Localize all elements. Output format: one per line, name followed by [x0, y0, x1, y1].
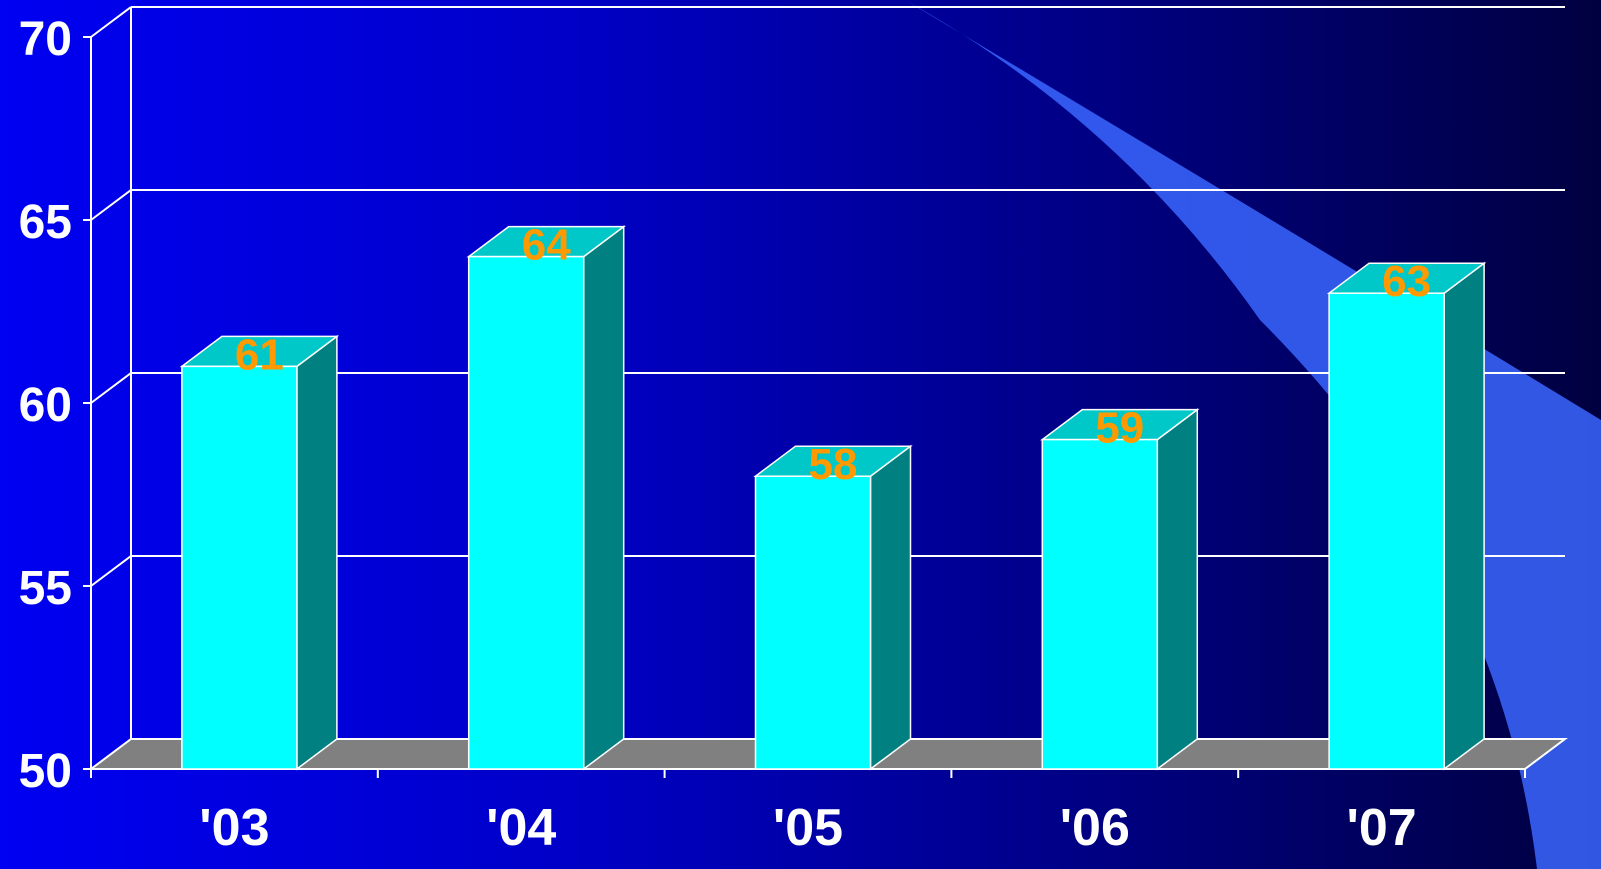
bar-side — [582, 225, 625, 771]
x-tick-label: '07 — [1346, 799, 1416, 857]
y-tick-label: 60 — [19, 379, 72, 432]
bar-side — [869, 444, 912, 771]
x-tick-label: '04 — [486, 799, 556, 857]
bar-front — [467, 255, 585, 770]
bar-04 — [466, 225, 626, 771]
x-tick-label: '05 — [773, 799, 843, 857]
side-wall-gridline — [90, 555, 132, 587]
x-axis-tick-labels: '03 '04 '05 '06 '07 — [199, 799, 1416, 857]
bar-side — [1443, 261, 1485, 771]
bar-side — [1156, 408, 1199, 771]
bar-front — [1041, 438, 1159, 770]
y-axis-tick-labels: 50 55 60 65 70 — [19, 13, 72, 798]
data-label: 59 — [1095, 404, 1144, 453]
y-tick-label: 70 — [19, 13, 72, 66]
side-wall-gridline — [90, 6, 132, 38]
side-wall-gridline — [90, 189, 132, 221]
data-label: 58 — [809, 440, 858, 489]
bar-side — [296, 334, 338, 771]
data-label: 63 — [1382, 257, 1431, 306]
x-tick-label: '06 — [1060, 799, 1130, 857]
y-tick-label: 50 — [19, 745, 72, 798]
bar-front — [754, 475, 872, 770]
bar-06 — [1040, 408, 1200, 771]
data-labels: 61 64 58 59 63 — [235, 221, 1431, 490]
bar-front — [1328, 292, 1445, 770]
side-wall-gridline — [90, 372, 132, 404]
bar-05 — [753, 444, 913, 771]
bar-series — [179, 225, 1487, 771]
x-tick-label: '03 — [199, 799, 269, 857]
bar-front — [181, 365, 298, 770]
y-tick-label: 65 — [19, 196, 72, 249]
y-tick-label: 55 — [19, 562, 72, 615]
data-label: 64 — [522, 221, 571, 270]
bar-03 — [179, 334, 340, 771]
data-label: 61 — [235, 330, 284, 379]
bar-07 — [1326, 261, 1487, 771]
